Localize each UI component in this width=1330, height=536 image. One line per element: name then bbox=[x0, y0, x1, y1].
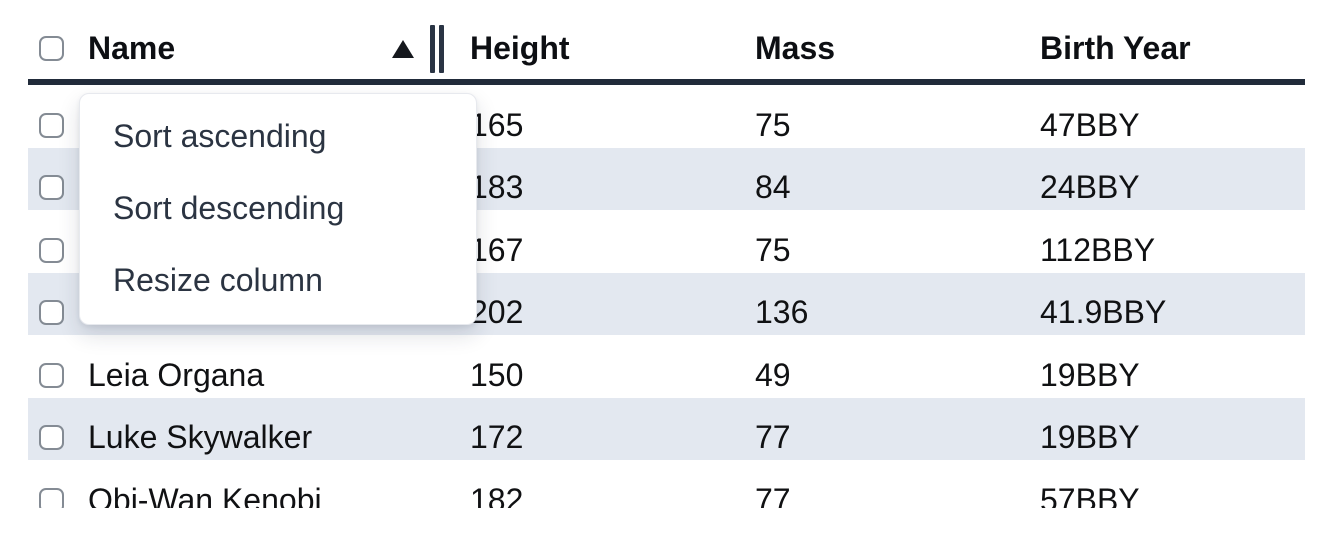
column-header-mass-label: Mass bbox=[755, 30, 836, 66]
menu-item-resize-column[interactable]: Resize column bbox=[113, 261, 323, 298]
cell-name: Obi-Wan Kenobi bbox=[88, 481, 322, 508]
table-row[interactable]: Luke Skywalker 172 77 19BBY bbox=[28, 397, 1305, 461]
menu-item-sort-ascending[interactable]: Sort ascending bbox=[113, 117, 327, 154]
row-checkbox[interactable] bbox=[39, 237, 64, 263]
row-checkbox[interactable] bbox=[39, 487, 64, 508]
column-header-name[interactable]: Name bbox=[88, 0, 470, 79]
column-header-height[interactable]: Height bbox=[470, 0, 755, 79]
sort-ascending-icon[interactable] bbox=[392, 40, 414, 58]
cell-name: Leia Organa bbox=[88, 356, 265, 393]
row-select-cell bbox=[28, 273, 88, 336]
cell-mass: 49 bbox=[755, 356, 791, 393]
column-header-name-label: Name bbox=[88, 30, 176, 66]
table-row[interactable]: Leia Organa 150 49 19BBY bbox=[28, 335, 1305, 398]
cell-mass: 77 bbox=[755, 481, 791, 508]
column-header-height-label: Height bbox=[470, 30, 570, 66]
cell-height: 182 bbox=[470, 481, 524, 508]
resize-bar-left bbox=[430, 25, 435, 73]
cell-height: 167 bbox=[470, 231, 524, 268]
cell-birth-year: 112BBY bbox=[1040, 231, 1156, 268]
cell-birth-year: 19BBY bbox=[1040, 419, 1140, 456]
row-select-cell bbox=[28, 210, 88, 273]
row-select-cell bbox=[28, 398, 88, 461]
cell-height: 202 bbox=[470, 294, 524, 331]
row-select-cell bbox=[28, 85, 88, 148]
row-checkbox[interactable] bbox=[39, 425, 64, 451]
cell-birth-year: 47BBY bbox=[1040, 106, 1140, 143]
cell-height: 183 bbox=[470, 169, 524, 206]
table-header-row: Name Height Mass Birth Year bbox=[28, 0, 1305, 85]
cell-height: 165 bbox=[470, 106, 524, 143]
column-header-mass[interactable]: Mass bbox=[755, 0, 1040, 79]
cell-height: 150 bbox=[470, 356, 524, 393]
row-checkbox[interactable] bbox=[39, 362, 64, 388]
row-select-cell bbox=[28, 460, 88, 508]
cell-name: Luke Skywalker bbox=[88, 419, 313, 456]
cell-birth-year: 19BBY bbox=[1040, 356, 1140, 393]
cell-mass: 136 bbox=[755, 294, 809, 331]
cell-birth-year: 57BBY bbox=[1040, 481, 1140, 508]
menu-item-sort-descending[interactable]: Sort descending bbox=[113, 189, 345, 226]
column-header-birth-year[interactable]: Birth Year bbox=[1040, 0, 1302, 79]
cell-mass: 77 bbox=[755, 419, 791, 456]
row-checkbox[interactable] bbox=[39, 175, 64, 201]
header-select-cell bbox=[28, 0, 88, 79]
cell-height: 172 bbox=[470, 419, 524, 456]
column-resize-handle-icon[interactable] bbox=[430, 25, 444, 73]
row-checkbox[interactable] bbox=[39, 300, 64, 326]
cell-mass: 75 bbox=[755, 231, 791, 268]
table-row[interactable]: Obi-Wan Kenobi 182 77 57BBY bbox=[28, 460, 1305, 508]
select-all-checkbox[interactable] bbox=[39, 36, 64, 61]
column-header-birth-year-label: Birth Year bbox=[1040, 30, 1191, 66]
column-menu: Sort ascending Sort descending Resize co… bbox=[79, 93, 477, 325]
resize-bar-right bbox=[439, 25, 444, 73]
row-checkbox[interactable] bbox=[39, 112, 64, 138]
cell-birth-year: 24BBY bbox=[1040, 169, 1140, 206]
cell-mass: 84 bbox=[755, 169, 791, 206]
cell-birth-year: 41.9BBY bbox=[1040, 294, 1167, 331]
row-select-cell bbox=[28, 335, 88, 398]
row-select-cell bbox=[28, 148, 88, 211]
cell-mass: 75 bbox=[755, 106, 791, 143]
